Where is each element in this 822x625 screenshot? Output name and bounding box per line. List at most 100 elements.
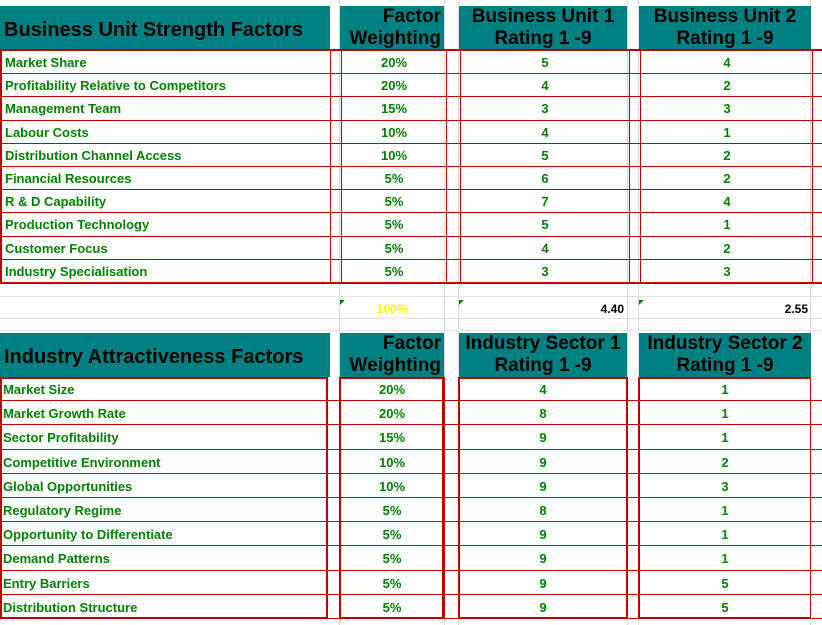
factor-label[interactable]: Regulatory Regime xyxy=(3,503,122,518)
column-divider xyxy=(444,377,445,619)
rating-b-cell[interactable]: 3 xyxy=(721,478,729,494)
factor-label[interactable]: Global Opportunities xyxy=(3,478,133,494)
weighting-cell[interactable]: 10% xyxy=(380,124,408,140)
factor-label[interactable]: Market Share xyxy=(5,55,87,70)
rating-b-cell[interactable]: 3 xyxy=(723,263,731,279)
column-divider xyxy=(460,51,461,283)
factor-label[interactable]: Market Growth Rate xyxy=(3,406,126,422)
weighting-cell[interactable]: 5% xyxy=(384,263,404,279)
rating-b-cell[interactable]: 4 xyxy=(723,194,731,210)
rating-a-cell[interactable]: 9 xyxy=(539,527,547,543)
weighting-cell[interactable]: 5% xyxy=(382,527,402,543)
rating-a-cell[interactable]: 4 xyxy=(541,240,549,256)
rating-a-cell[interactable]: 9 xyxy=(539,478,547,494)
rating-b-cell[interactable]: 5 xyxy=(721,599,729,615)
rating-a-cell[interactable]: 5 xyxy=(541,217,549,233)
weighting-cell[interactable]: 5% xyxy=(382,599,402,615)
rating-a-cell[interactable]: 9 xyxy=(539,454,547,470)
table-row: Distribution Structure 5% 9 5 xyxy=(0,595,822,619)
rating-a-cell[interactable]: 9 xyxy=(539,599,547,615)
weighting-cell[interactable]: 5% xyxy=(382,575,402,591)
weighting-cell[interactable]: 20% xyxy=(378,382,406,397)
factor-label[interactable]: Entry Barriers xyxy=(3,575,90,591)
weighting-cell[interactable]: 5% xyxy=(384,171,404,186)
col-header-line: Factor xyxy=(382,6,441,27)
factor-label[interactable]: Opportunity to Differentiate xyxy=(3,527,173,543)
col-header-unit-1: Business Unit 1 Rating 1 -9 xyxy=(459,6,627,50)
factor-label[interactable]: Production Technology xyxy=(5,217,150,233)
rating-a-cell[interactable]: 9 xyxy=(539,551,547,567)
col-header-line: Weighting xyxy=(349,28,441,49)
weighting-cell[interactable]: 5% xyxy=(384,240,404,256)
rating-b-cell[interactable]: 2 xyxy=(721,454,729,470)
weighting-cell[interactable]: 5% xyxy=(382,503,402,518)
weighting-cell[interactable]: 5% xyxy=(384,217,404,233)
weighting-cell[interactable]: 5% xyxy=(384,194,404,210)
rating-b-cell[interactable]: 2 xyxy=(723,171,731,186)
factor-label[interactable]: Financial Resources xyxy=(5,171,132,186)
factor-label[interactable]: Customer Focus xyxy=(5,240,108,256)
factor-label[interactable]: Industry Specialisation xyxy=(5,263,148,279)
rating-b-cell[interactable]: 2 xyxy=(723,240,731,256)
rating-a-cell[interactable]: 9 xyxy=(539,430,547,446)
weighting-cell[interactable]: 10% xyxy=(380,147,408,163)
grid-line xyxy=(638,0,639,625)
rating-b-cell[interactable]: 1 xyxy=(721,527,729,543)
rating-a-cell[interactable]: 9 xyxy=(539,575,547,591)
col-header-line: Rating 1 -9 xyxy=(676,355,774,376)
rating-b-cell[interactable]: 1 xyxy=(721,503,729,518)
rating-b-cell[interactable]: 2 xyxy=(723,78,731,94)
factor-label[interactable]: Distribution Structure xyxy=(3,599,138,615)
table-row: Entry Barriers 5% 9 5 xyxy=(0,571,822,595)
factor-label[interactable]: Competitive Environment xyxy=(3,454,161,470)
rating-a-cell[interactable]: 8 xyxy=(539,406,547,422)
rating-a-cell[interactable]: 4 xyxy=(541,124,549,140)
rating-b-cell[interactable]: 5 xyxy=(721,575,729,591)
rating-a-cell[interactable]: 8 xyxy=(539,503,547,518)
rating-b-cell[interactable]: 3 xyxy=(723,101,731,117)
col-header-line: Factor xyxy=(382,333,441,354)
table-row: Labour Costs 10% 4 1 xyxy=(2,121,822,144)
table-row: Demand Patterns 5% 9 1 xyxy=(0,546,822,571)
factor-label[interactable]: Management Team xyxy=(5,101,122,117)
factor-label[interactable]: Profitability Relative to Competitors xyxy=(5,78,227,94)
weighting-cell[interactable]: 5% xyxy=(382,551,402,567)
weighting-cell[interactable]: 20% xyxy=(380,78,408,94)
weighting-cell[interactable]: 10% xyxy=(378,478,406,494)
factor-label[interactable]: Distribution Channel Access xyxy=(5,147,182,163)
rating-a-cell[interactable]: 3 xyxy=(541,101,549,117)
rating-a-cell[interactable]: 5 xyxy=(541,147,549,163)
weighting-cell[interactable]: 15% xyxy=(378,430,406,446)
factor-label[interactable]: Demand Patterns xyxy=(3,551,110,567)
rating-a-cell[interactable]: 4 xyxy=(539,382,547,397)
rating-b-cell[interactable]: 1 xyxy=(723,124,731,140)
rating-b-cell[interactable]: 1 xyxy=(723,217,731,233)
grid-line xyxy=(458,0,459,625)
factor-label[interactable]: Market Size xyxy=(3,382,75,397)
factor-label[interactable]: Labour Costs xyxy=(5,124,89,140)
weighting-cell[interactable]: 10% xyxy=(378,454,406,470)
column-divider xyxy=(638,377,639,619)
weighting-cell[interactable]: 20% xyxy=(378,406,406,422)
col-header-sector-2: Industry Sector 2 Rating 1 -9 xyxy=(639,333,811,377)
rating-a-cell[interactable]: 7 xyxy=(541,194,549,210)
col-header-line: Business Unit 2 xyxy=(653,6,797,27)
col-header-line: Industry Sector 2 xyxy=(647,333,803,354)
rating-b-cell[interactable]: 4 xyxy=(723,55,731,70)
table-row: Opportunity to Differentiate 5% 9 1 xyxy=(0,522,822,547)
factor-label[interactable]: R & D Capability xyxy=(5,194,107,210)
rating-a-cell[interactable]: 3 xyxy=(541,263,549,279)
factor-label[interactable]: Sector Profitability xyxy=(3,430,119,446)
weighting-cell[interactable]: 15% xyxy=(380,101,408,117)
rating-b-cell[interactable]: 1 xyxy=(721,382,729,397)
rating-b-cell[interactable]: 1 xyxy=(721,430,729,446)
rating-b-cell[interactable]: 2 xyxy=(723,147,731,163)
rating-b-cell[interactable]: 1 xyxy=(721,551,729,567)
rating-a-cell[interactable]: 6 xyxy=(541,171,549,186)
weighting-cell[interactable]: 20% xyxy=(380,55,408,70)
rating-a-cell[interactable]: 4 xyxy=(541,78,549,94)
rating-a-cell[interactable]: 5 xyxy=(541,55,549,70)
total-weighting: 100% xyxy=(376,302,408,316)
grid-line xyxy=(444,0,445,625)
rating-b-cell[interactable]: 1 xyxy=(721,406,729,422)
